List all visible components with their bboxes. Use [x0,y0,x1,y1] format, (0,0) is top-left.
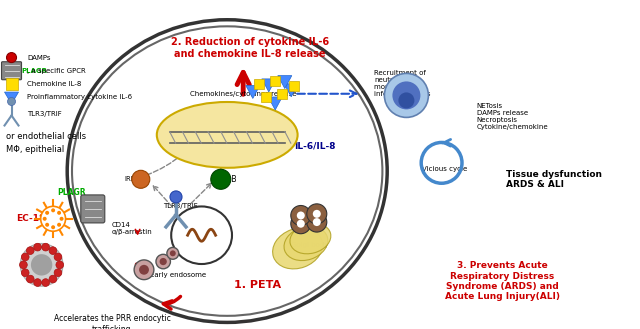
Ellipse shape [273,228,323,269]
Circle shape [132,170,150,188]
Circle shape [307,204,327,224]
Text: Proinflammatory cytokine IL-6: Proinflammatory cytokine IL-6 [27,94,132,100]
Circle shape [291,214,311,234]
Circle shape [313,210,321,218]
Text: Recruitment of
neutrophil/
monocytes to
infected regions: Recruitment of neutrophil/ monocytes to … [374,70,431,97]
Text: Accelerates the PRR endocytic
trafficking: Accelerates the PRR endocytic traffickin… [54,314,170,329]
Text: RNA: RNA [194,232,209,238]
Text: , a specific GPCR: , a specific GPCR [27,68,86,74]
FancyBboxPatch shape [81,195,105,223]
Text: PLAGR: PLAGR [58,188,86,197]
Circle shape [159,258,167,265]
Circle shape [8,97,15,106]
Circle shape [42,279,49,287]
Text: 2. Reduction of cytokine IL-6
and chemokine IL-8 release: 2. Reduction of cytokine IL-6 and chemok… [170,37,329,59]
Circle shape [31,254,52,276]
Text: or endothelial cells: or endothelial cells [6,132,86,141]
Polygon shape [262,79,276,92]
Text: IRF3: IRF3 [125,176,140,182]
Text: 1. PETA: 1. PETA [234,280,281,290]
Circle shape [398,92,415,109]
Polygon shape [6,78,17,90]
Circle shape [45,223,49,227]
Circle shape [21,269,29,277]
Text: MΦ, epithelial: MΦ, epithelial [6,145,65,154]
Circle shape [385,73,428,117]
Circle shape [51,225,55,229]
Text: CD14
α/β-arrestin: CD14 α/β-arrestin [112,222,153,235]
Circle shape [21,253,29,261]
Circle shape [139,265,149,275]
Polygon shape [254,79,264,89]
Circle shape [291,206,311,225]
Circle shape [6,53,17,63]
Polygon shape [246,86,260,98]
Circle shape [211,169,231,189]
Circle shape [49,247,57,255]
Polygon shape [270,76,280,86]
Text: Golgi body: Golgi body [291,242,328,248]
Polygon shape [4,92,19,104]
Circle shape [307,212,327,232]
Polygon shape [278,76,292,89]
Circle shape [41,206,65,231]
Text: PLAGR: PLAGR [21,68,47,74]
Circle shape [20,243,63,286]
Circle shape [51,208,55,212]
Text: Vicious cycle: Vicious cycle [422,166,467,172]
Text: Chemokines/cytokines release: Chemokines/cytokines release [190,91,296,97]
Polygon shape [284,84,298,97]
Ellipse shape [157,102,298,168]
Circle shape [170,191,182,203]
Ellipse shape [172,207,232,264]
Circle shape [54,269,62,277]
Polygon shape [260,92,271,102]
Circle shape [57,211,61,215]
Circle shape [297,220,305,228]
Circle shape [34,279,42,287]
Circle shape [56,261,63,269]
Circle shape [45,211,49,215]
Text: 3. Prevents Acute
Respiratory Distress
Syndrome (ARDS) and
Acute Lung Injury(ALI: 3. Prevents Acute Respiratory Distress S… [445,261,560,301]
Text: Early endosome: Early endosome [150,272,207,278]
Polygon shape [289,81,300,90]
Circle shape [392,81,420,110]
Circle shape [49,275,57,283]
Ellipse shape [290,223,331,254]
Polygon shape [268,97,282,110]
Ellipse shape [284,226,328,261]
Circle shape [26,247,34,255]
Circle shape [54,253,62,261]
Text: EC-18: EC-18 [16,214,45,223]
Text: TLR3/TRIF: TLR3/TRIF [163,203,198,209]
Circle shape [57,223,61,227]
Text: NF-κB: NF-κB [214,175,237,184]
Circle shape [42,243,49,251]
Circle shape [20,261,28,269]
Text: Tissue dysfunction
ARDS & ALI: Tissue dysfunction ARDS & ALI [506,170,602,189]
Circle shape [156,254,170,269]
Circle shape [60,217,63,221]
Polygon shape [276,89,287,99]
Circle shape [134,260,154,280]
Circle shape [34,243,42,251]
Text: NETosis
DAMPs release
Necroptosis
Cytokine/chemokine: NETosis DAMPs release Necroptosis Cytoki… [477,103,548,130]
Text: IL-6/IL-8: IL-6/IL-8 [294,142,336,151]
Circle shape [26,275,34,283]
Text: Chemokine IL-8: Chemokine IL-8 [27,81,81,87]
Text: TLR3/TRIF: TLR3/TRIF [27,111,61,116]
FancyBboxPatch shape [1,62,22,80]
Circle shape [43,217,47,221]
Circle shape [297,212,305,219]
Circle shape [167,247,179,259]
Circle shape [170,250,176,256]
Text: DAMPs: DAMPs [27,55,51,61]
Circle shape [313,218,321,226]
